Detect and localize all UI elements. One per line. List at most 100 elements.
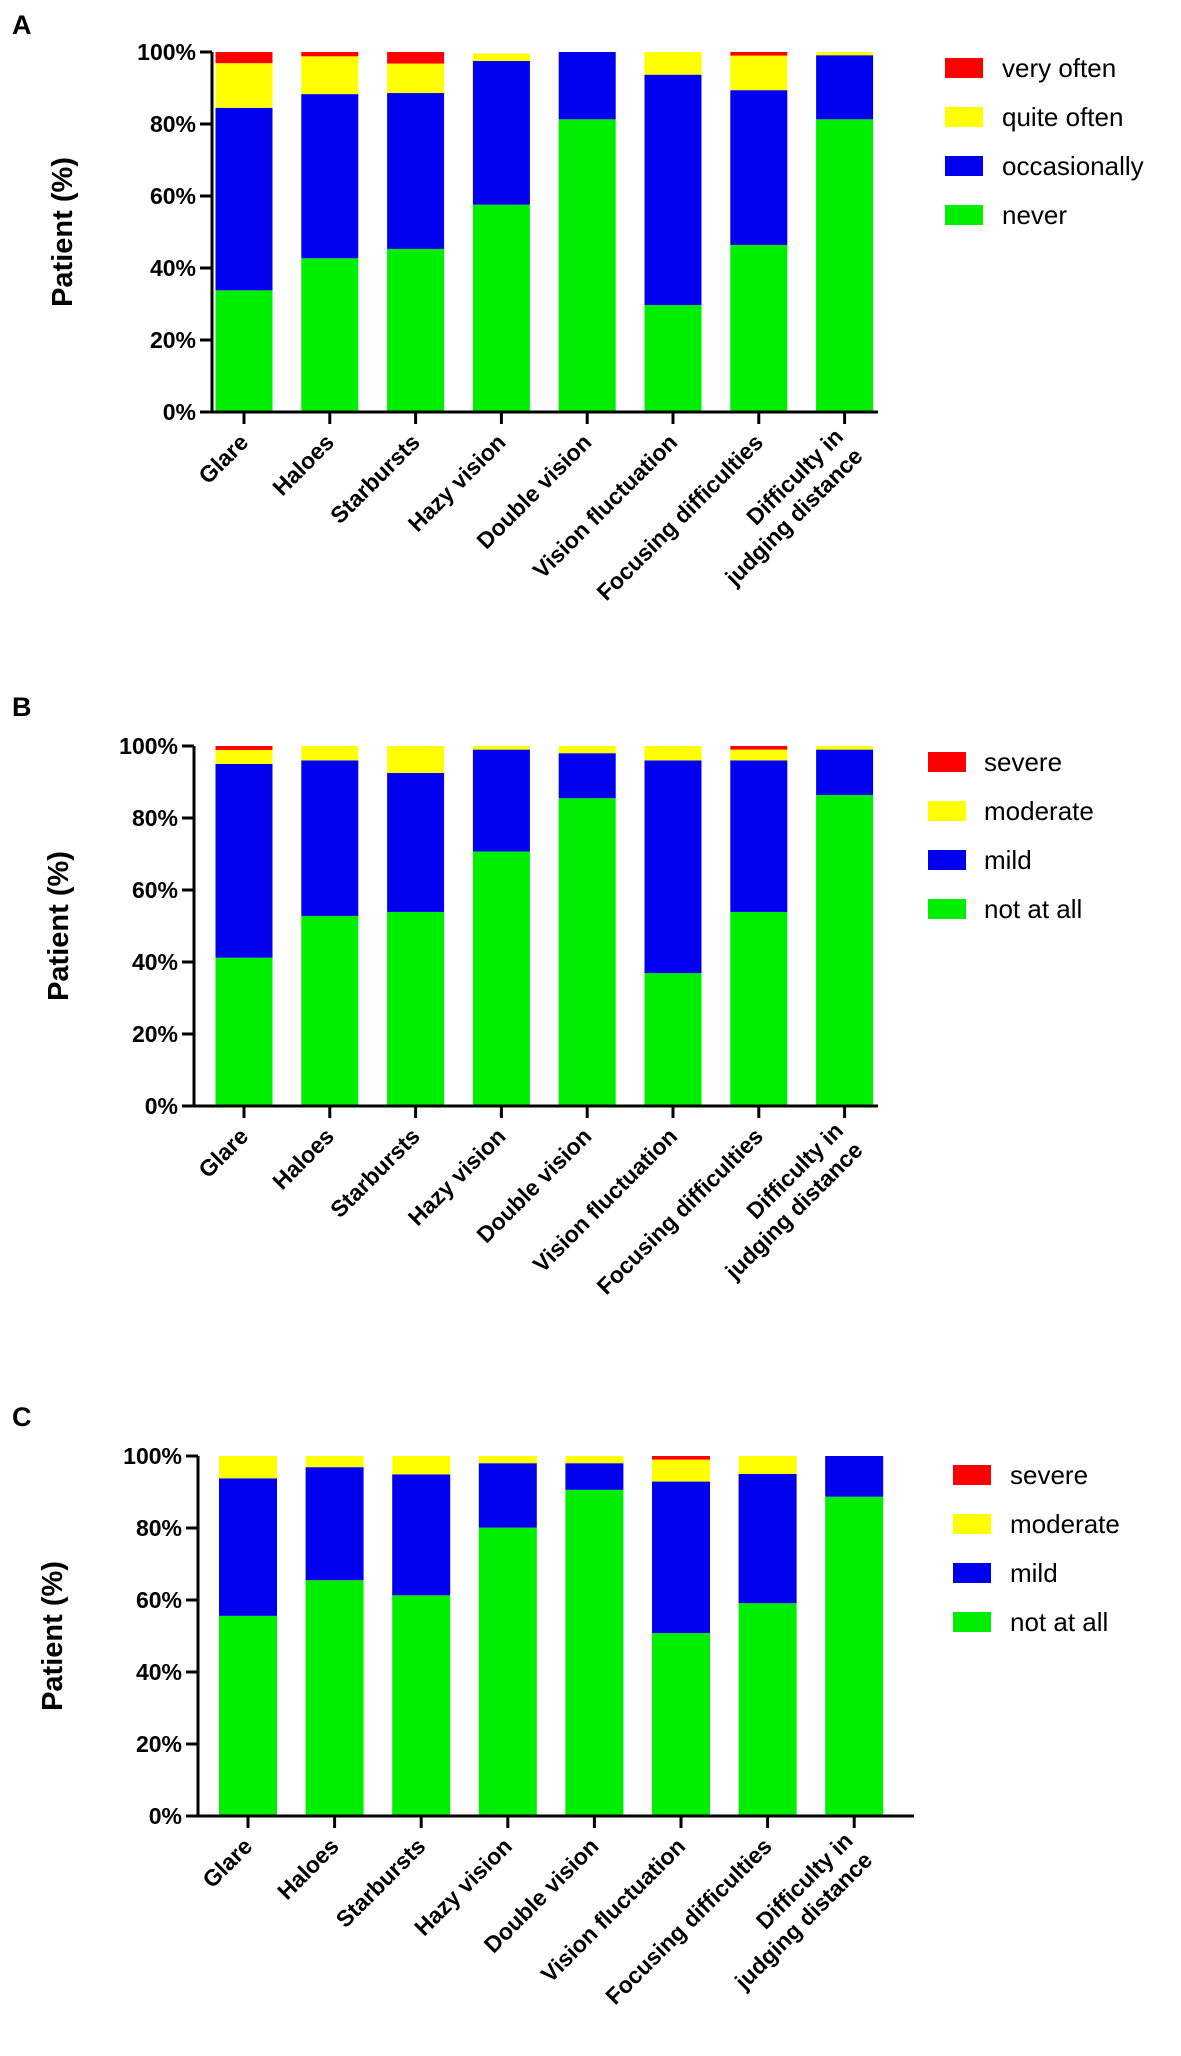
legend-label-moderate: moderate: [1010, 1509, 1120, 1539]
y-tick-label: 20%: [132, 1021, 178, 1047]
legend-swatch-mild: [928, 850, 966, 870]
legend-label-mild: mild: [1010, 1558, 1058, 1588]
bar-segment-moderate: [558, 746, 616, 754]
y-axis-title: Patient (%): [43, 851, 75, 1001]
bar-segment-moderate: [305, 1456, 364, 1468]
bar-segment-not-at-all: [565, 1489, 624, 1816]
bar-segment-not-at-all: [387, 911, 445, 1106]
x-tick-label: Haloes: [267, 429, 339, 501]
bar-segment-moderate: [730, 749, 788, 761]
y-tick-label: 100%: [137, 39, 196, 65]
legend-swatch-severe: [928, 752, 966, 772]
bar-segment-moderate: [816, 746, 874, 750]
bar-segment-moderate: [387, 746, 445, 773]
y-tick-label: 40%: [132, 949, 178, 975]
legend-swatch-mild: [953, 1563, 991, 1583]
legend-swatch-moderate: [928, 801, 966, 821]
bar-segment-quite-often: [301, 56, 359, 95]
legend-swatch-not-at-all: [928, 899, 966, 919]
bar-segment-never: [644, 305, 702, 412]
y-tick-label: 40%: [136, 1659, 182, 1685]
y-axis-title: Patient (%): [47, 157, 79, 307]
panel-letter: B: [12, 692, 32, 722]
panel-b: B Patient (%) 0% 20% 40% 60% 80% 100% Glare Haloe…: [12, 692, 1094, 1299]
bar-segment-moderate: [472, 746, 530, 750]
x-tick-label: Haloes: [272, 1833, 344, 1905]
x-tick-label: Difficulty injudging distance: [700, 423, 868, 591]
bar-segment-quite-often: [472, 53, 530, 61]
legend-swatch-never: [945, 205, 983, 225]
legend-label-occasionally: occasionally: [1002, 151, 1144, 181]
bar-segment-mild: [825, 1456, 884, 1497]
y-tick-label: 100%: [123, 1443, 182, 1469]
bar-segment-moderate: [392, 1456, 451, 1475]
bar-segment-mild: [472, 749, 530, 852]
legend-label-very-often: very often: [1002, 53, 1116, 83]
bar-segment-never: [816, 119, 874, 412]
legend-swatch-quite-often: [945, 107, 983, 127]
bar-segment-not-at-all: [478, 1527, 537, 1816]
y-tick-label: 100%: [119, 733, 178, 759]
legend-label-mild: mild: [984, 845, 1032, 875]
bar-segment-quite-often: [215, 63, 273, 108]
x-tick-label: Difficulty injudging distance: [709, 1827, 877, 1995]
bar-segment-quite-often: [816, 52, 874, 56]
bar-segment-not-at-all: [305, 1580, 364, 1816]
bar-segment-not-at-all: [730, 911, 788, 1106]
bar-segment-not-at-all: [472, 851, 530, 1106]
y-tick-label: 80%: [150, 111, 196, 137]
bar-segment-never: [301, 258, 359, 412]
bar-segment-moderate: [644, 746, 702, 761]
y-axis-title: Patient (%): [37, 1561, 69, 1711]
y-tick-label: 40%: [150, 255, 196, 281]
bar-segment-not-at-all: [825, 1496, 884, 1816]
y-tick-label: 60%: [150, 183, 196, 209]
bar-segment-moderate: [301, 746, 359, 761]
bar-segment-quite-often: [644, 52, 702, 75]
legend-label-never: never: [1002, 200, 1067, 230]
bar-segment-very-often: [387, 52, 445, 64]
bar-segment-not-at-all: [301, 915, 359, 1106]
x-tick-label: Glare: [193, 1123, 253, 1183]
legend-label-severe: severe: [1010, 1460, 1088, 1490]
bar-segment-never: [472, 204, 530, 412]
bar-segment-occasionally: [387, 93, 445, 249]
bar-segment-severe: [730, 746, 788, 750]
bar-segment-mild: [387, 773, 445, 912]
legend-label-moderate: moderate: [984, 796, 1094, 826]
bar-segment-occasionally: [558, 52, 616, 120]
bar-segment-mild: [219, 1478, 277, 1616]
y-tick-label: 80%: [136, 1515, 182, 1541]
x-tick-label: Haloes: [267, 1123, 339, 1195]
bar-segment-never: [387, 248, 445, 412]
legend-label-not-at-all: not at all: [1010, 1607, 1108, 1637]
bar-segment-occasionally: [472, 61, 530, 205]
bar-segment-moderate: [738, 1456, 797, 1474]
y-tick-label: 0%: [149, 1803, 182, 1829]
bar-segment-severe: [652, 1456, 710, 1460]
x-tick-label: Difficulty injudging distance: [700, 1117, 868, 1285]
x-tick-label: Glare: [197, 1833, 257, 1893]
y-tick-label: 20%: [136, 1731, 182, 1757]
y-tick-label: 0%: [145, 1093, 178, 1119]
bar-segment-not-at-all: [652, 1633, 710, 1816]
bar-segment-occasionally: [644, 74, 702, 306]
bar-segment-mild: [215, 764, 273, 958]
y-tick-label: 20%: [150, 327, 196, 353]
legend-label-severe: severe: [984, 747, 1062, 777]
panel-letter: C: [12, 1402, 32, 1432]
x-tick-label: Glare: [193, 429, 253, 489]
bar-segment-mild: [305, 1467, 364, 1581]
bar-segment-not-at-all: [816, 794, 874, 1106]
y-tick-label: 60%: [132, 877, 178, 903]
bar-segment-occasionally: [730, 90, 788, 245]
x-tick-label: Vision fluctuation: [528, 1123, 683, 1278]
x-tick-label: Vision fluctuation: [528, 429, 683, 584]
bar-segment-moderate: [478, 1456, 537, 1464]
y-tick-label: 0%: [163, 399, 196, 425]
bar-segment-not-at-all: [219, 1615, 277, 1816]
bar-segment-occasionally: [816, 55, 874, 120]
bar-segment-severe: [215, 746, 273, 750]
panel-a: A Patient (%) 0% 20% 40% 60% 80% 100% Glare Haloe…: [12, 10, 1144, 605]
